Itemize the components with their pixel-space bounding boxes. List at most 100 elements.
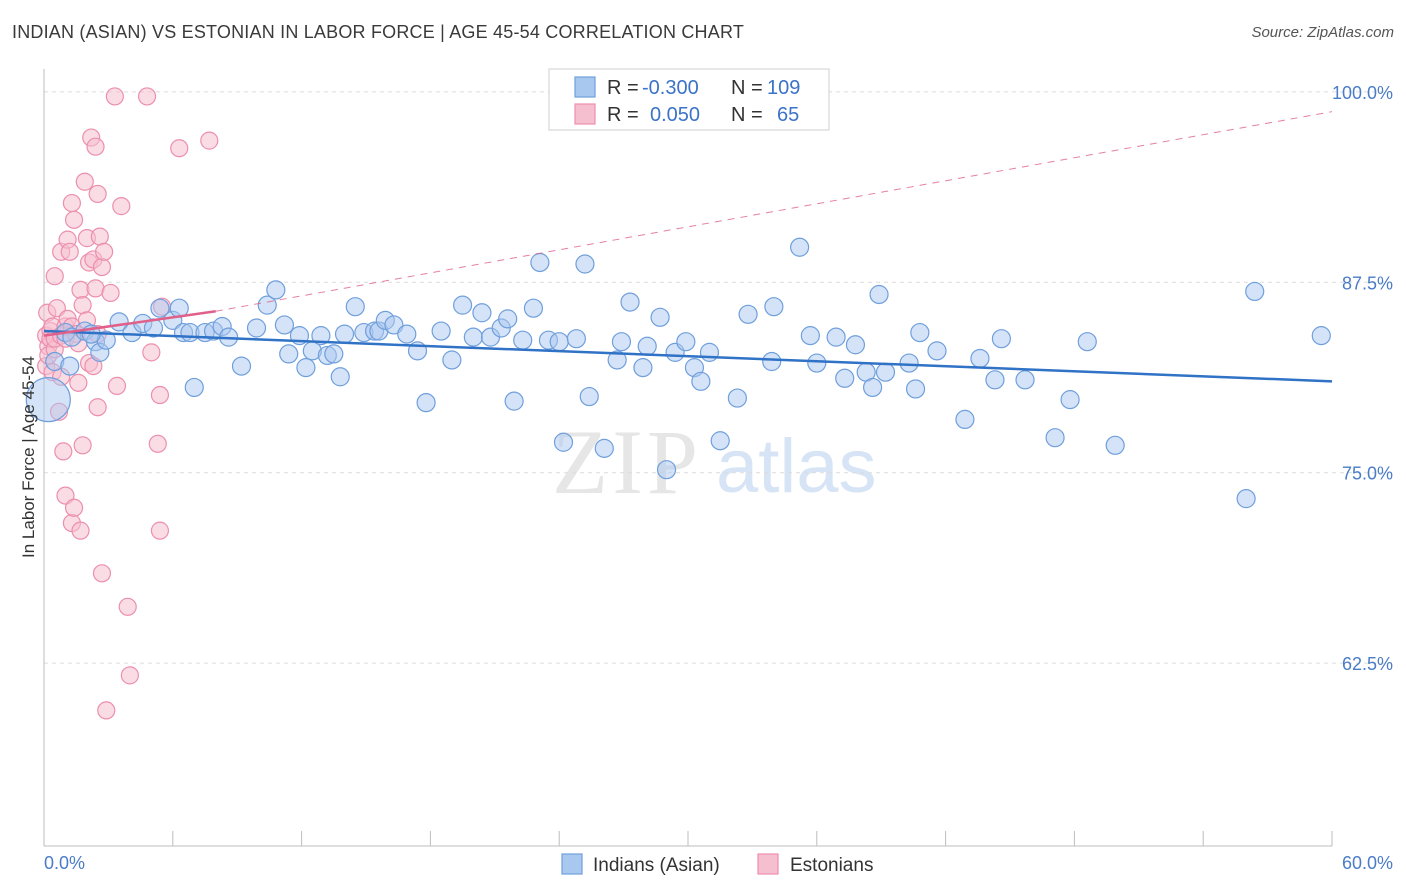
indians-asian-point-67	[637, 336, 657, 356]
legend-r-value-2: 0.050	[650, 104, 700, 126]
indians-asian-point-68	[650, 307, 670, 327]
estonians-point-55	[107, 376, 127, 395]
indians-asian-point-87	[863, 377, 883, 398]
estonians-point-57	[118, 597, 137, 616]
indians-asian-point-45	[442, 350, 462, 370]
estonians-point-34	[73, 296, 92, 315]
estonians-point-63	[150, 521, 170, 540]
bottom-legend-swatch-blue	[561, 853, 583, 875]
estonians-trend-line	[43, 310, 216, 337]
estonians-point-27	[64, 210, 84, 229]
series-legend: Indians (Asian) Estonians	[561, 853, 873, 876]
indians-asian-point-74	[699, 342, 720, 362]
estonians-point-23	[60, 242, 79, 261]
estonians-point-33	[71, 280, 90, 300]
bottom-legend-label-indians: Indians (Asian)	[593, 855, 720, 876]
indians-asian-point-82	[807, 353, 827, 373]
indians-asian-point-78	[762, 351, 782, 372]
chart-title: INDIAN (ASIAN) VS ESTONIAN IN LABOR FORC…	[12, 22, 745, 42]
indians-asian-point-62	[594, 438, 614, 458]
estonians-point-28	[64, 498, 84, 517]
indians-asian-point-73	[691, 371, 711, 391]
indians-asian-point-0	[25, 377, 71, 423]
legend-n-value-1: 109	[767, 77, 800, 99]
indians-asian-point-69	[656, 460, 677, 480]
indians-asian-point-83	[826, 327, 846, 347]
indians-asian-point-81	[800, 326, 820, 346]
legend-n-value-2: 65	[777, 104, 799, 126]
y-tick-label-0: 62.5%	[1342, 654, 1393, 674]
bottom-legend-label-estonians: Estonians	[790, 855, 873, 876]
y-tick-label-2: 87.5%	[1342, 273, 1393, 293]
y-tick-label-3: 100.0%	[1332, 83, 1393, 103]
correlation-legend: R = -0.300 N = 109 R = 0.050 N = 65	[548, 68, 830, 131]
estonians-point-66	[170, 139, 189, 158]
estonians-point-61	[142, 343, 161, 362]
indians-asian-point-55	[530, 252, 550, 273]
indians-asian-point-80	[790, 237, 810, 257]
indians-asian-point-93	[927, 341, 947, 361]
legend-n-label-2: N =	[731, 104, 763, 126]
estonians-point-45	[86, 137, 105, 156]
indians-asian-point-94	[955, 409, 975, 430]
estonians-point-32	[71, 521, 90, 540]
indians-asian-point-99	[1045, 428, 1065, 448]
estonians-point-58	[120, 666, 139, 685]
estonians-point-35	[73, 436, 92, 455]
indians-asian-point-75	[710, 431, 730, 451]
estonians-point-47	[88, 398, 107, 417]
y-tick-label-1: 75.0%	[1342, 464, 1393, 484]
estonians-point-52	[95, 242, 114, 261]
indians-asian-point-63	[607, 350, 627, 370]
estonians-point-64	[150, 385, 170, 405]
indians-asian-point-48	[472, 303, 492, 323]
indians-asian-point-85	[845, 335, 866, 355]
estonians-point-54	[101, 283, 120, 303]
watermark-atlas: atlas	[716, 424, 877, 509]
indians-asian-point-54	[523, 298, 544, 318]
indians-asian-point-60	[575, 254, 595, 274]
indians-asian-point-51	[498, 309, 518, 329]
indians-asian-point-77	[738, 304, 758, 324]
axes	[43, 69, 1333, 847]
indians-asian-point-105	[1311, 326, 1331, 346]
legend-swatch-blue	[574, 76, 596, 98]
estonians-point-17	[54, 442, 73, 461]
indians-asian-point-104	[1245, 281, 1265, 302]
indians-asian-point-35	[345, 297, 365, 317]
bottom-legend-swatch-pink	[757, 853, 779, 875]
gridlines	[44, 91, 1393, 664]
indians-asian-point-103	[1236, 489, 1256, 509]
indians-asian-points	[25, 237, 1331, 509]
indians-asian-point-65	[620, 292, 640, 312]
estonians-point-60	[137, 87, 157, 106]
estonians-point-51	[92, 564, 112, 583]
legend-r-label-1: R =	[607, 77, 639, 99]
estonians-point-44	[86, 279, 105, 298]
tick-labels: 62.5% 75.0% 87.5% 100.0% 0.0% 60.0%	[44, 83, 1393, 873]
estonians-point-24	[62, 193, 82, 213]
indians-asian-point-79	[764, 297, 784, 317]
indians-asian-point-21	[231, 356, 252, 376]
indians-asian-point-47	[463, 327, 483, 347]
indians-asian-point-12	[150, 298, 170, 318]
indians-asian-point-57	[549, 332, 569, 352]
indians-asian-point-98	[1015, 370, 1035, 390]
indians-asian-point-102	[1105, 435, 1125, 455]
estonians-point-50	[92, 257, 112, 277]
estonians-point-56	[112, 197, 131, 216]
x-tick-label-0: 0.0%	[44, 853, 85, 873]
indians-asian-point-44	[431, 321, 451, 341]
estonians-trend-extension	[215, 111, 1333, 312]
estonians-point-36	[75, 172, 94, 191]
watermark-zip: ZIP	[552, 411, 702, 513]
indians-asian-point-61	[579, 386, 599, 407]
indians-asian-point-22	[246, 318, 267, 338]
indians-asian-point-71	[676, 332, 696, 352]
indians-asian-point-92	[910, 322, 930, 343]
estonians-point-62	[148, 434, 167, 453]
indians-asian-point-90	[899, 353, 919, 373]
estonians-point-11	[45, 267, 64, 286]
trend-lines	[43, 111, 1333, 383]
